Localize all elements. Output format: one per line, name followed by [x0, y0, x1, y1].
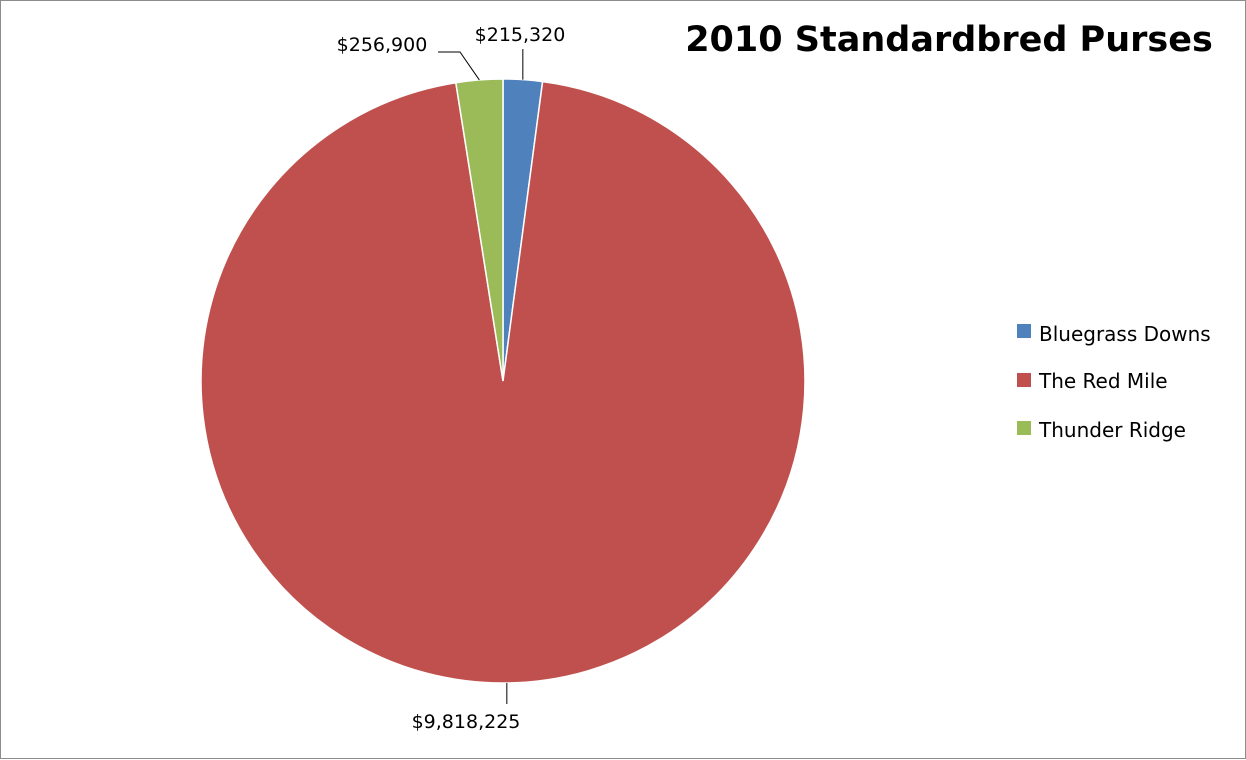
data-label-the-red-mile: $9,818,225: [412, 711, 521, 733]
leader-lines: [438, 49, 524, 704]
legend-swatch-bluegrass-downs: [1017, 324, 1031, 338]
pie-slice-thunder-ridge: [454, 78, 504, 382]
chart-title: 2010 Standardbred Purses: [685, 20, 1213, 60]
leader-line-thunder-ridge: [438, 51, 480, 81]
pie-slices: [200, 78, 806, 684]
legend-label-thunder-ridge: Thunder Ridge: [1038, 418, 1186, 442]
data-label-bluegrass-downs: $215,320: [475, 24, 566, 46]
legend: Bluegrass Downs The Red Mile Thunder Rid…: [1017, 322, 1211, 442]
data-label-thunder-ridge: $256,900: [337, 34, 428, 56]
legend-swatch-thunder-ridge: [1017, 421, 1031, 435]
legend-swatch-the-red-mile: [1017, 373, 1031, 387]
legend-label-bluegrass-downs: Bluegrass Downs: [1039, 322, 1211, 346]
legend-label-the-red-mile: The Red Mile: [1038, 369, 1168, 393]
